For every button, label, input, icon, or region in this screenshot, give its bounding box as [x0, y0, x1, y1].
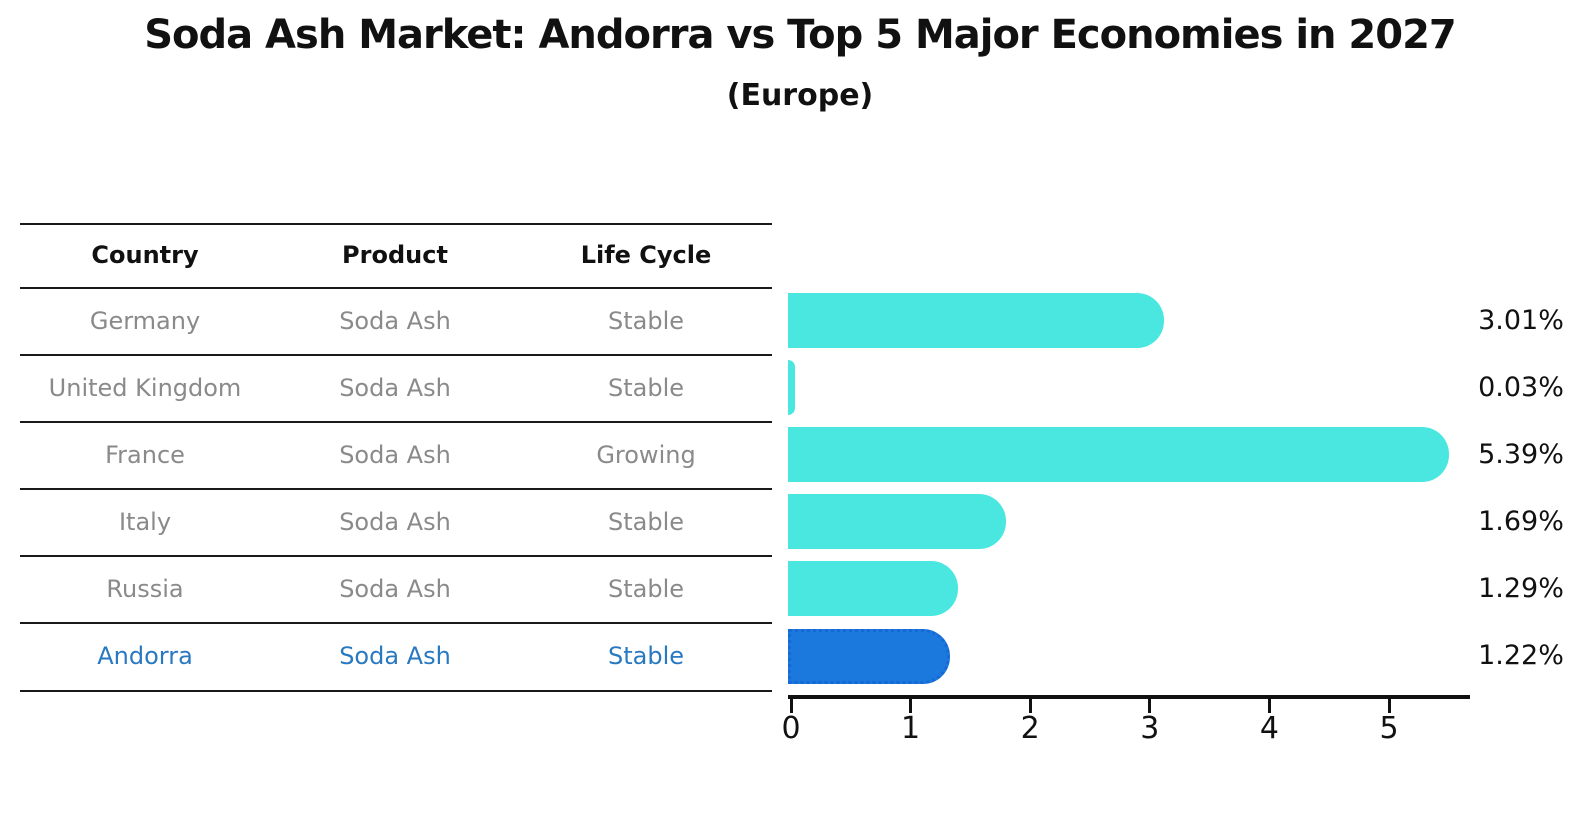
cell-life-cycle: Stable: [607, 574, 685, 603]
cell-life-cycle: Stable: [607, 373, 685, 402]
cell-life-cycle: Growing: [596, 440, 696, 469]
column-header-country: Country: [91, 241, 199, 269]
cell-product: Soda Ash: [339, 507, 451, 536]
bar-france: [788, 427, 1449, 482]
x-tick-1: [909, 699, 913, 713]
column-header-life-cycle: Life Cycle: [580, 241, 712, 269]
cell-life-cycle: Stable: [607, 507, 685, 536]
cell-life-cycle: Stable: [607, 642, 685, 670]
x-axis-line: [788, 695, 1470, 699]
cell-country: Andorra: [97, 642, 193, 670]
bar-italy: [788, 494, 1007, 549]
bar-united-kingdom: [788, 360, 795, 415]
bar-germany: [788, 293, 1164, 348]
x-tick-3: [1148, 699, 1152, 713]
cell-life-cycle: Stable: [607, 306, 685, 335]
cell-country: Germany: [89, 306, 201, 335]
column-header-product: Product: [342, 241, 448, 269]
cell-country: United Kingdom: [48, 373, 242, 402]
cell-country: Italy: [118, 507, 172, 536]
table-line-1: [20, 287, 772, 289]
value-label-united-kingdom: 0.03%: [1478, 371, 1564, 403]
table-line-6: [20, 622, 772, 624]
value-label-italy: 1.69%: [1478, 505, 1564, 537]
table-line-0: [20, 223, 772, 225]
x-tick-4: [1267, 699, 1271, 713]
table-row-russia: Russia Soda Ash Stable: [20, 555, 772, 622]
x-tick-label-4: 4: [1259, 711, 1279, 746]
cell-country: France: [105, 440, 185, 469]
bar-russia: [788, 561, 959, 616]
x-tick-label-3: 3: [1140, 711, 1160, 746]
bar-andorra: [788, 628, 950, 684]
x-tick-label-0: 0: [781, 711, 801, 746]
table-line-4: [20, 488, 772, 490]
x-tick-0: [789, 699, 793, 713]
cell-product: Soda Ash: [339, 642, 451, 670]
table-row-france: France Soda Ash Growing: [20, 421, 772, 488]
x-tick-label-2: 2: [1020, 711, 1040, 746]
value-label-russia: 1.29%: [1478, 572, 1564, 604]
chart-subtitle: (Europe): [726, 78, 874, 113]
table-row-united-kingdom: United Kingdom Soda Ash Stable: [20, 354, 772, 421]
x-tick-label-5: 5: [1379, 711, 1399, 746]
x-tick-2: [1028, 699, 1032, 713]
cell-country: Russia: [106, 574, 184, 603]
table-line-5: [20, 555, 772, 557]
table-header-row: Country Product Life Cycle: [20, 223, 772, 287]
table-row-italy: Italy Soda Ash Stable: [20, 488, 772, 555]
cell-product: Soda Ash: [339, 373, 451, 402]
table-row-andorra: Andorra Soda Ash Stable: [20, 622, 772, 690]
table-line-3: [20, 421, 772, 423]
chart-title: Soda Ash Market: Andorra vs Top 5 Major …: [144, 12, 1457, 58]
table-row-germany: Germany Soda Ash Stable: [20, 287, 772, 354]
value-label-andorra: 1.22%: [1478, 640, 1564, 671]
value-label-france: 5.39%: [1478, 438, 1564, 470]
x-tick-label-1: 1: [901, 711, 921, 746]
value-label-germany: 3.01%: [1478, 304, 1564, 336]
x-tick-5: [1387, 699, 1391, 713]
table-line-2: [20, 354, 772, 356]
cell-product: Soda Ash: [339, 440, 451, 469]
cell-product: Soda Ash: [339, 574, 451, 603]
cell-product: Soda Ash: [339, 306, 451, 335]
table-line-7: [20, 690, 772, 692]
